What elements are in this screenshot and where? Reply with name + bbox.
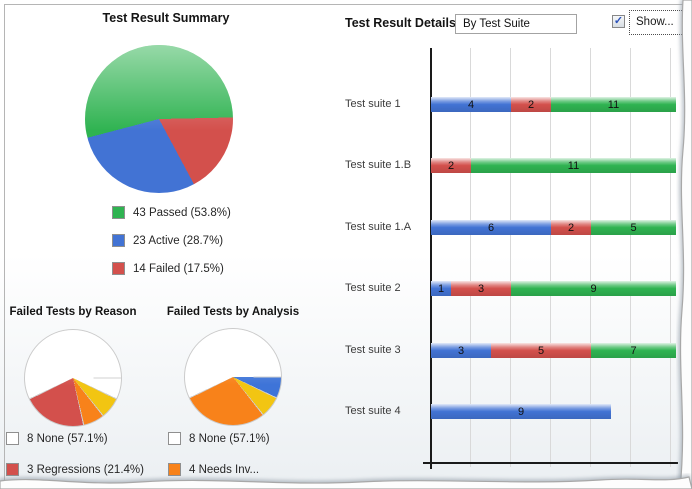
legend-swatch (168, 432, 181, 445)
bar-segment-active: 3 (431, 343, 491, 358)
show-checkbox[interactable]: ✓ (612, 15, 625, 28)
bar-segment-active: 9 (431, 404, 611, 419)
bar-segment-count: 2 (447, 159, 455, 172)
bar-segment-count: 3 (477, 282, 485, 295)
legend-swatch (112, 262, 125, 275)
suite-row-label: Test suite 4 (345, 405, 401, 417)
suite-result-bar: 6 2 5 (431, 220, 676, 235)
legend-label: 4 Needs Inv... (189, 463, 260, 476)
bar-segment-count: 6 (487, 221, 495, 234)
bar-segment-active: 4 (431, 97, 511, 112)
legend-label: 8 None (57.1%) (189, 432, 270, 445)
bar-segment-count: 5 (537, 344, 545, 357)
bar-segment-failed: 2 (431, 158, 471, 173)
legend-label: 43 Passed (53.8%) (133, 206, 231, 219)
suite-row-label: Test suite 3 (345, 344, 401, 356)
legend-item: 4 Needs Inv... (168, 463, 270, 476)
legend-label: 8 None (57.1%) (27, 432, 108, 445)
legend-label: 14 Failed (17.5%) (133, 262, 224, 275)
bar-segment-active: 6 (431, 220, 551, 235)
suite-row-label: Test suite 1.B (345, 159, 412, 171)
bar-segment-count: 5 (630, 221, 637, 234)
bar-segment-passed: 9 (511, 281, 676, 296)
legend-swatch (112, 234, 125, 247)
reason-legend: 8 None (57.1%) 3 Regressions (21.4%) (6, 432, 144, 489)
bar-segment-count: 3 (457, 344, 465, 357)
bar-segment-count: 2 (527, 98, 535, 111)
suite-row-label: Test suite 1.A (345, 221, 412, 233)
analysis-pie-chart (184, 328, 282, 426)
suite-result-bar: 3 5 7 (431, 343, 676, 358)
legend-item: 3 Regressions (21.4%) (6, 463, 144, 476)
legend-item: 8 None (57.1%) (6, 432, 144, 445)
bar-segment-passed: 11 (471, 158, 676, 173)
reason-chart-title: Failed Tests by Reason (9, 306, 137, 318)
gridline (510, 48, 511, 467)
bar-segment-count: 11 (607, 98, 620, 111)
suite-result-bar: 9 (431, 404, 676, 419)
view-selector-combobox[interactable]: By Test Suite (455, 14, 577, 34)
legend-label: 3 Regressions (21.4%) (27, 463, 144, 476)
legend-swatch (6, 432, 19, 445)
legend-swatch (6, 463, 19, 476)
suite-result-bar: 1 3 9 (431, 281, 676, 296)
bar-segment-passed: 5 (591, 220, 676, 235)
bar-segment-count: 1 (437, 282, 445, 295)
bar-segment-count: 2 (567, 221, 575, 234)
analysis-legend: 8 None (57.1%) 4 Needs Inv... (168, 432, 270, 489)
legend-swatch (168, 463, 181, 476)
bar-segment-failed: 2 (511, 97, 551, 112)
suite-row-label: Test suite 2 (345, 282, 401, 294)
summary-pie-chart (85, 45, 233, 193)
reason-pie-chart (24, 329, 122, 427)
gridline (590, 48, 591, 467)
bar-segment-failed: 5 (491, 343, 591, 358)
bar-segment-failed: 2 (551, 220, 591, 235)
legend-label: 23 Active (28.7%) (133, 234, 224, 247)
gridline (630, 48, 631, 467)
legend-item: 23 Active (28.7%) (112, 234, 231, 247)
legend-item: 8 None (57.1%) (168, 432, 270, 445)
gridline (670, 48, 671, 467)
bar-segment-count: 4 (467, 98, 475, 111)
checkmark-icon: ✓ (613, 14, 624, 27)
bar-segment-passed: 7 (591, 343, 676, 358)
suite-result-bar: 2 11 (431, 158, 676, 173)
gridline (470, 48, 471, 467)
x-axis-line (423, 462, 678, 464)
legend-swatch (112, 206, 125, 219)
show-checkbox-label[interactable]: Show... (636, 16, 674, 28)
summary-legend: 43 Passed (53.8%) 23 Active (28.7%) 14 Fai… (112, 206, 231, 290)
summary-chart-title: Test Result Summary (102, 11, 230, 25)
suite-row-label: Test suite 1 (345, 98, 401, 110)
legend-item: 43 Passed (53.8%) (112, 206, 231, 219)
bar-segment-count: 11 (567, 159, 580, 172)
view-selector-value: By Test Suite (463, 18, 530, 30)
details-title: Test Result Details (345, 16, 456, 30)
bar-segment-failed: 3 (451, 281, 511, 296)
bar-segment-active: 1 (431, 281, 451, 296)
legend-item: 14 Failed (17.5%) (112, 262, 231, 275)
bar-segment-count: 9 (517, 405, 525, 418)
bar-segment-count: 9 (590, 282, 597, 295)
bar-segment-passed: 11 (551, 97, 676, 112)
bar-segment-count: 7 (630, 344, 637, 357)
analysis-chart-title: Failed Tests by Analysis (166, 306, 300, 318)
suite-result-bar: 4 2 11 (431, 97, 676, 112)
gridline (550, 48, 551, 467)
y-axis-line (430, 48, 432, 469)
